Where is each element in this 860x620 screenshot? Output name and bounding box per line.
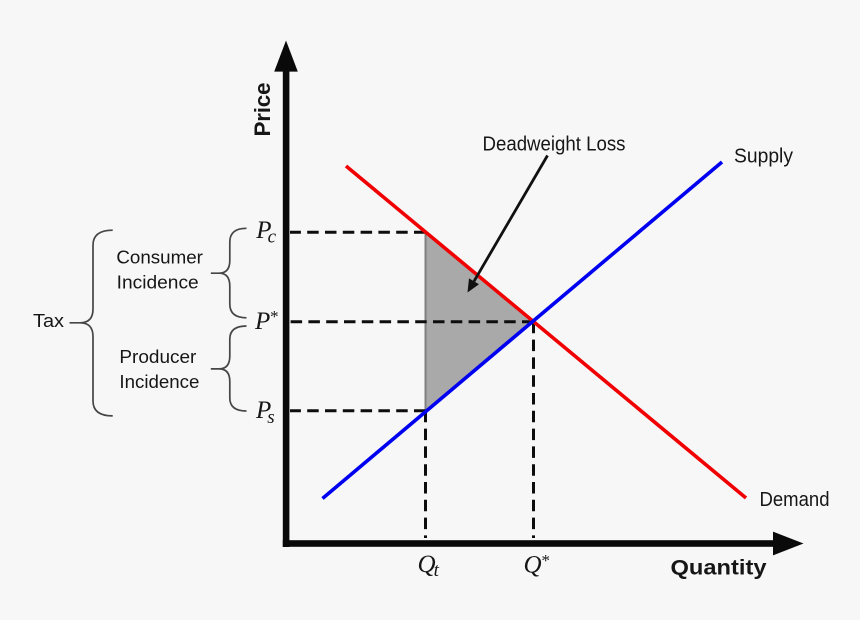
svg-text:Producer: Producer	[119, 346, 196, 367]
svg-text:Ps: Ps	[255, 397, 275, 428]
svg-text:Qt: Qt	[418, 551, 440, 581]
svg-text:Incidence: Incidence	[119, 371, 199, 392]
svg-text:Demand: Demand	[760, 489, 830, 511]
svg-text:Quantity: Quantity	[671, 557, 767, 580]
svg-text:Consumer: Consumer	[116, 247, 202, 268]
svg-text:Supply: Supply	[734, 146, 793, 168]
svg-text:Pc: Pc	[255, 217, 276, 248]
svg-text:Price: Price	[250, 83, 275, 137]
svg-text:Deadweight Loss: Deadweight Loss	[483, 133, 626, 155]
svg-text:Incidence: Incidence	[117, 272, 199, 293]
svg-text:Tax: Tax	[33, 310, 64, 331]
